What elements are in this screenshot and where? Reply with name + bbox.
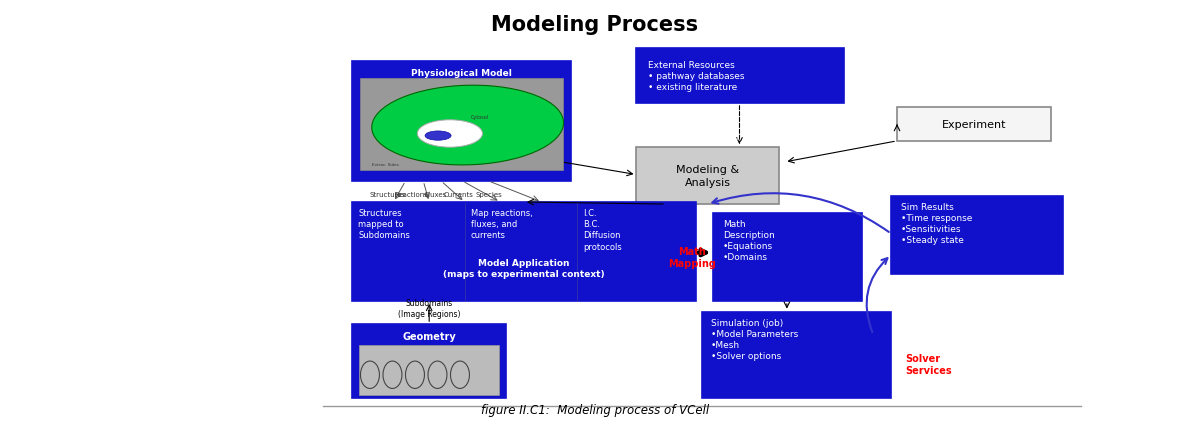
FancyBboxPatch shape (714, 213, 862, 301)
FancyBboxPatch shape (702, 312, 891, 398)
FancyBboxPatch shape (352, 62, 571, 181)
FancyBboxPatch shape (897, 108, 1051, 141)
Text: Solver
Services: Solver Services (906, 354, 952, 375)
Text: I.C.
B.C.
Diffusion
protocols: I.C. B.C. Diffusion protocols (583, 209, 622, 251)
Text: Modeling &
Analysis: Modeling & Analysis (676, 165, 739, 187)
Text: Fluxes: Fluxes (424, 191, 446, 197)
Text: Currents: Currents (444, 191, 474, 197)
Ellipse shape (425, 132, 451, 141)
FancyBboxPatch shape (352, 325, 506, 398)
Text: Reactions: Reactions (394, 191, 428, 197)
FancyBboxPatch shape (359, 345, 499, 395)
Text: Simulation (job)
•Model Parameters
•Mesh
•Solver options: Simulation (job) •Model Parameters •Mesh… (712, 318, 798, 360)
Text: Species: Species (475, 191, 502, 197)
Text: Experiment: Experiment (941, 120, 1007, 130)
Text: Physiological Model: Physiological Model (412, 69, 512, 78)
Text: Math
Description
•Equations
•Domains: Math Description •Equations •Domains (722, 219, 775, 262)
Ellipse shape (418, 121, 482, 148)
Text: Map reactions,
fluxes, and
currents: Map reactions, fluxes, and currents (470, 209, 532, 240)
Text: Structures
mapped to
Subdomains: Structures mapped to Subdomains (358, 209, 411, 240)
Text: Math
Mapping: Math Mapping (669, 246, 716, 268)
Text: Cytosol: Cytosol (470, 115, 489, 120)
FancyBboxPatch shape (637, 148, 778, 204)
Text: Modeling Process: Modeling Process (491, 15, 699, 35)
FancyBboxPatch shape (891, 196, 1063, 274)
Text: Extrac. Sides: Extrac. Sides (372, 163, 399, 167)
Text: Geometry: Geometry (402, 331, 456, 341)
FancyBboxPatch shape (637, 49, 844, 104)
Text: Model Application
(maps to experimental context): Model Application (maps to experimental … (443, 259, 605, 278)
Text: Structures: Structures (370, 191, 406, 197)
FancyBboxPatch shape (361, 78, 563, 171)
Text: figure II.C1:  Modeling process of VCell: figure II.C1: Modeling process of VCell (481, 403, 709, 416)
Text: Subdomains
(Image Regions): Subdomains (Image Regions) (397, 299, 461, 318)
Text: External Resources
• pathway databases
• existing literature: External Resources • pathway databases •… (649, 61, 745, 92)
Text: Sim Results
•Time response
•Sensitivities
•Steady state: Sim Results •Time response •Sensitivitie… (901, 202, 972, 245)
FancyBboxPatch shape (352, 202, 696, 301)
Ellipse shape (371, 86, 564, 166)
